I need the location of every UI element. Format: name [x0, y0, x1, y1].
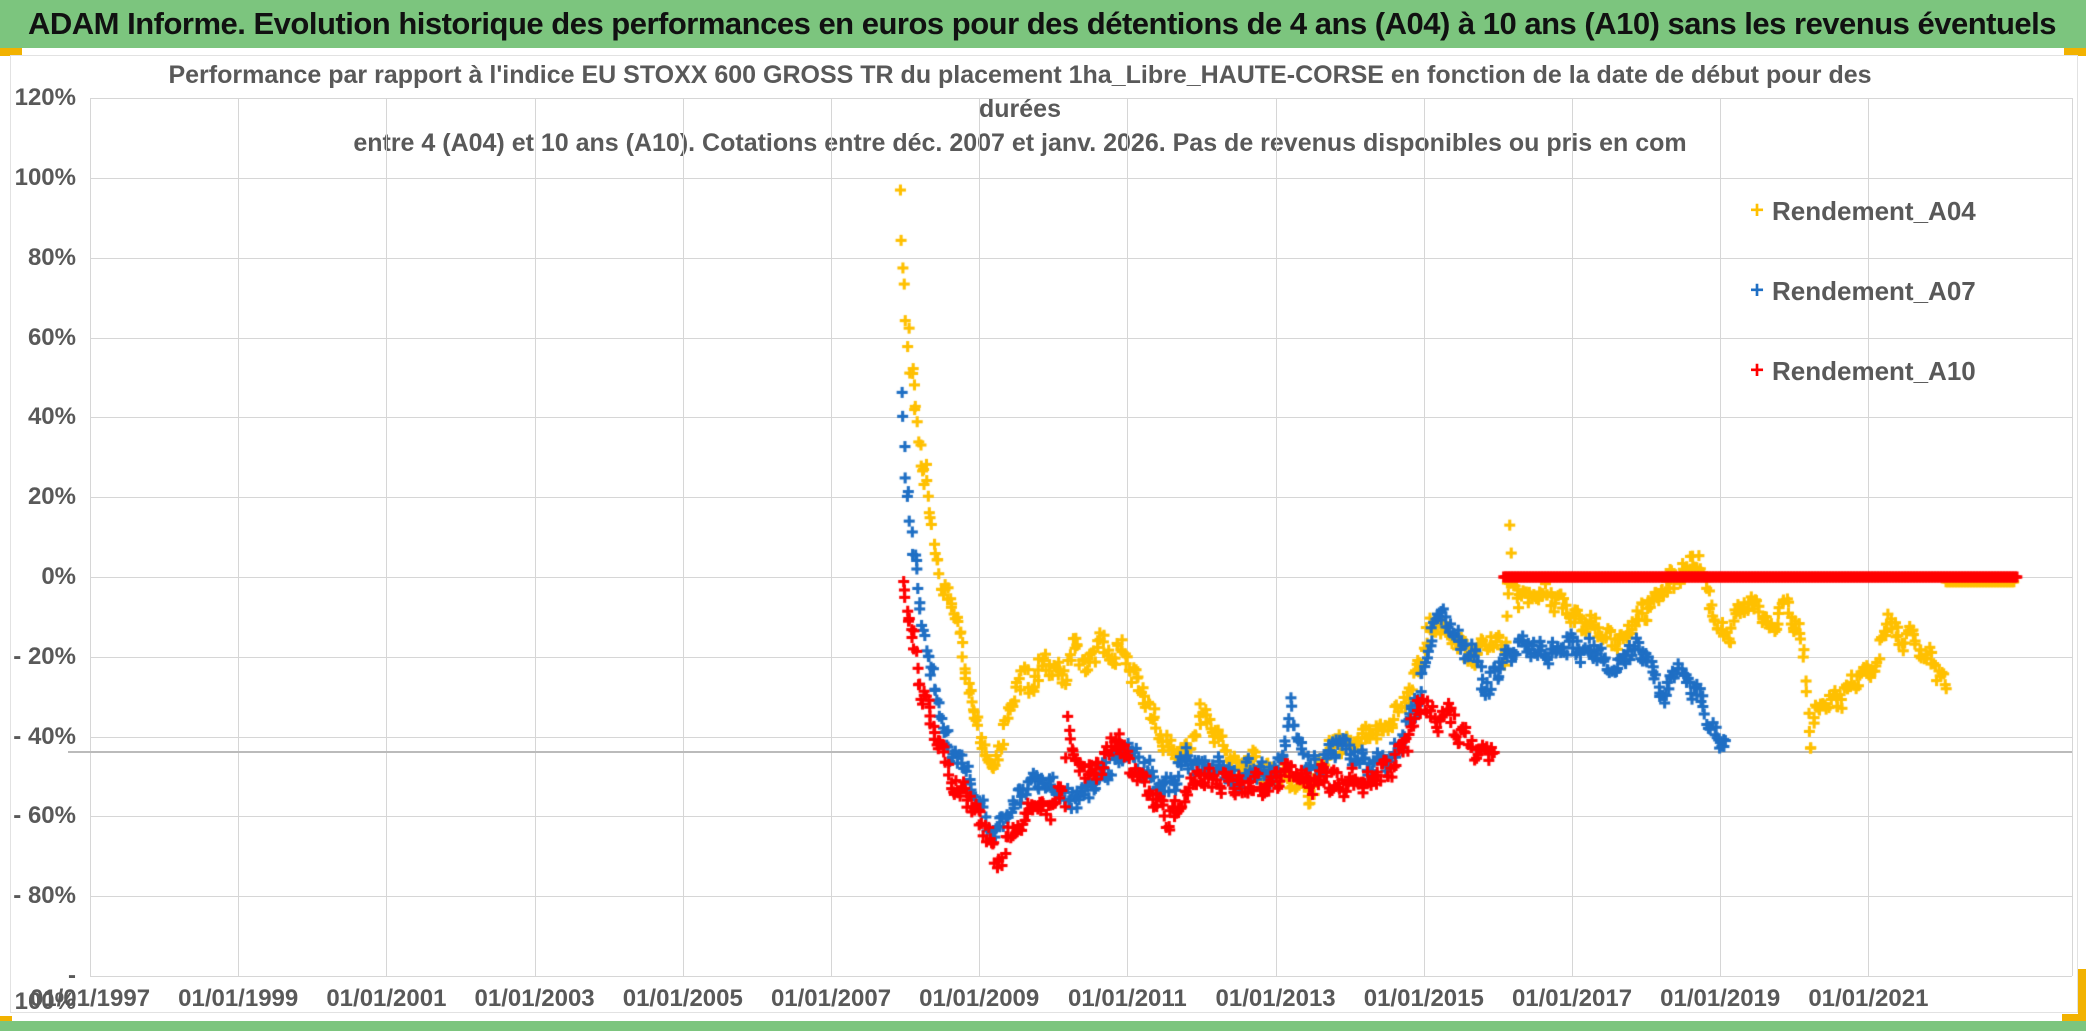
legend-label: Rendement_A10 — [1772, 355, 1976, 386]
plus-marker-icon: + — [1749, 277, 1764, 304]
legend-label: Rendement_A07 — [1772, 275, 1976, 306]
legend-entry-a10[interactable]: + Rendement_A10 — [1742, 356, 2042, 386]
plus-marker-icon: + — [1749, 197, 1764, 224]
plus-marker-icon: + — [1749, 357, 1764, 384]
chart-legend: + Rendement_A04 + Rendement_A07 + Rendem… — [1742, 196, 2042, 436]
legend-entry-a04[interactable]: + Rendement_A04 — [1742, 196, 2042, 226]
legend-entry-a07[interactable]: + Rendement_A07 — [1742, 276, 2042, 306]
legend-label: Rendement_A04 — [1772, 195, 1976, 226]
